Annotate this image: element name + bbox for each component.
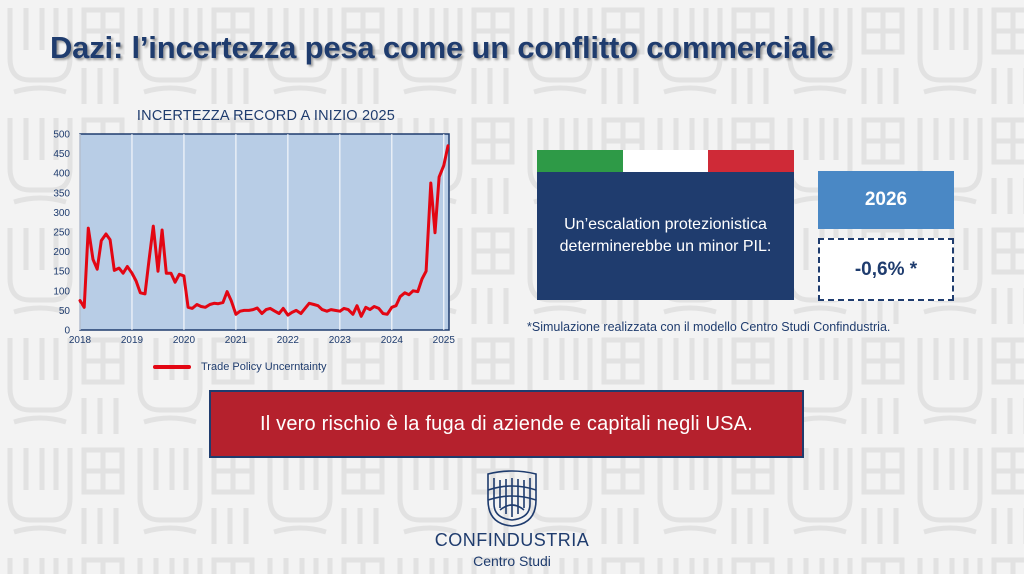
slide-title: Dazi: l’incertezza pesa come un conflitt… [50,30,834,65]
logo-name: CONFINDUSTRIA [434,530,590,550]
x-axis-ticks: 2018 2019 2020 2021 2022 2023 2024 2025 [69,335,455,346]
risk-banner: Il vero rischio è la fuga di aziende e c… [209,390,804,458]
y-axis-ticks: 0 50 100 150 200 250 300 350 400 450 500 [53,130,70,337]
y-tick-label: 50 [59,306,71,317]
chart-title: INCERTEZZA RECORD A INIZIO 2025 [136,108,396,124]
confindustria-emblem-icon [487,470,537,527]
plot-area [79,133,450,331]
y-tick-label: 450 [53,149,70,160]
year-badge: 2026 [818,171,954,229]
series-line-trade-policy-uncertainty [78,144,450,318]
y-tick-label: 0 [64,326,70,337]
vertical-gridlines [79,134,445,330]
x-tick-label: 2020 [173,335,196,346]
y-tick-label: 250 [53,228,70,239]
x-tick-label: 2025 [433,335,456,346]
risk-text: Il vero rischio è la fuga di aziende e c… [260,412,753,435]
flag-green-stripe [537,150,623,172]
logo-subtitle: Centro Studi [473,553,551,569]
confindustria-logo: CONFINDUSTRIA Centro Studi [420,470,604,574]
chart-legend: Trade Policy Uncerntainty [153,361,327,373]
y-tick-label: 300 [53,208,70,219]
x-tick-label: 2021 [225,335,248,346]
y-tick-label: 350 [53,188,70,199]
x-tick-label: 2024 [381,335,404,346]
italian-flag [537,150,795,172]
scenario-box: Un’escalation protezionistica determiner… [537,172,794,300]
simulation-footnote: *Simulazione realizzata con il modello C… [527,320,891,334]
gdp-impact-value: -0,6% * [818,238,954,301]
legend-label: Trade Policy Uncerntainty [201,361,327,373]
y-tick-label: 200 [53,247,70,258]
x-tick-label: 2019 [121,335,144,346]
x-tick-label: 2023 [329,335,352,346]
x-tick-label: 2022 [277,335,300,346]
series-layer [78,144,450,318]
flag-white-stripe [622,150,709,172]
flag-red-stripe [708,150,795,172]
y-tick-label: 400 [53,169,70,180]
scenario-text: Un’escalation protezionistica determiner… [559,216,772,255]
y-tick-label: 500 [53,130,70,141]
y-tick-label: 100 [53,286,70,297]
x-tick-label: 2018 [69,335,92,346]
legend-swatch [153,365,191,369]
y-tick-label: 150 [53,267,70,278]
